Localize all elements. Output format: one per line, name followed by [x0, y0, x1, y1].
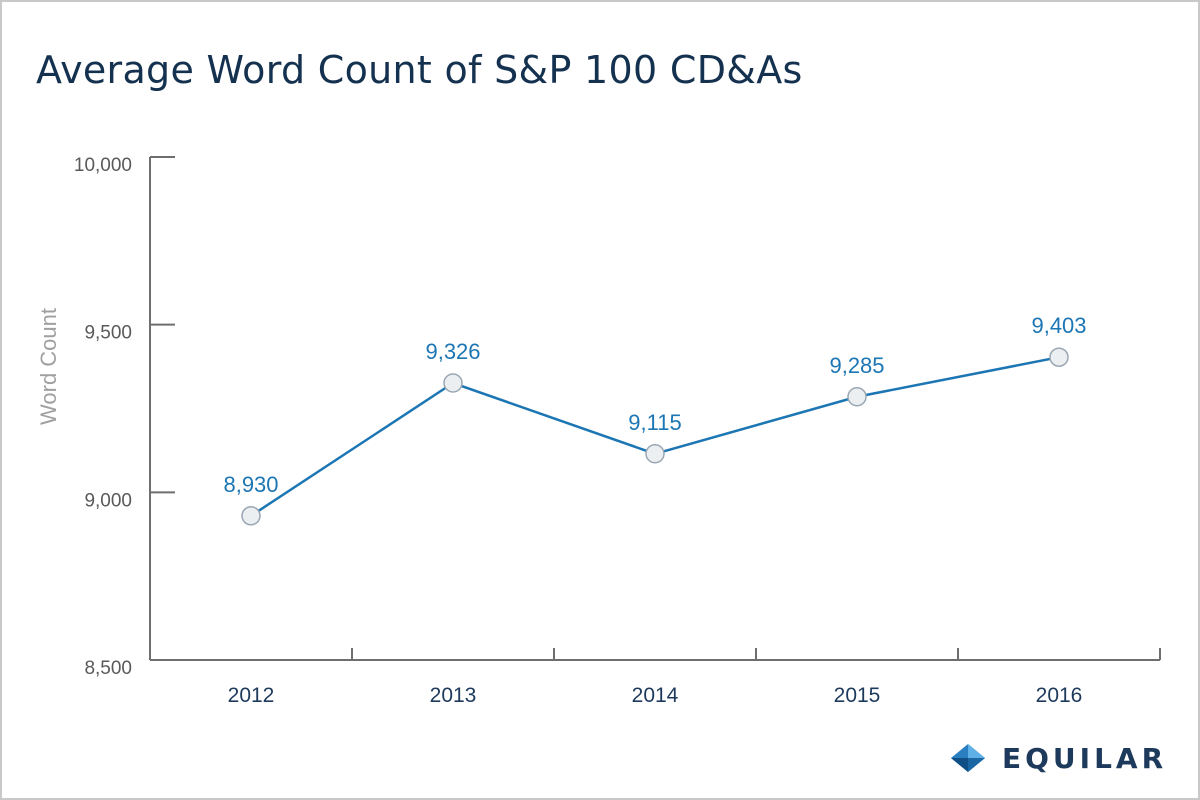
data-point	[443, 373, 463, 393]
brand-name: EQUILAR	[1002, 741, 1168, 775]
x-tick-label: 2015	[834, 684, 881, 707]
data-label: 9,285	[829, 353, 884, 378]
brand-logo: EQUILAR	[950, 738, 1167, 778]
x-tick-label: 2012	[228, 684, 275, 707]
y-tick-label: 9,500	[84, 323, 132, 344]
tick-labels: 8,500 9,000 9,500 10,000 2012 2013 2014 2015 201…	[74, 155, 1082, 707]
data-point	[241, 506, 261, 526]
data-points	[241, 347, 1069, 526]
diamond-logo-icon	[951, 744, 985, 772]
data-point	[645, 444, 665, 464]
y-axis-label: Word Count	[36, 308, 61, 425]
series-line	[250, 355, 1060, 517]
data-label: 9,403	[1031, 313, 1086, 338]
y-tick-label: 10,000	[74, 155, 132, 176]
data-point	[847, 387, 867, 407]
data-label: 9,115	[628, 410, 681, 435]
data-label: 8,930	[223, 472, 278, 497]
data-label: 9,326	[425, 339, 480, 364]
x-tick-label: 2013	[430, 684, 477, 707]
chart-title: Average Word Count of S&P 100 CD&As	[36, 48, 803, 92]
axes	[149, 156, 1161, 661]
y-tick-label: 8,500	[84, 658, 132, 679]
x-tick-label: 2016	[1036, 684, 1083, 707]
series-line-group	[250, 355, 1060, 517]
x-tick-label: 2014	[632, 684, 679, 707]
y-tick-label: 9,000	[84, 490, 132, 511]
data-labels: 8,930 9,326 9,115 9,285 9,403	[223, 313, 1086, 497]
data-point	[1049, 347, 1069, 367]
